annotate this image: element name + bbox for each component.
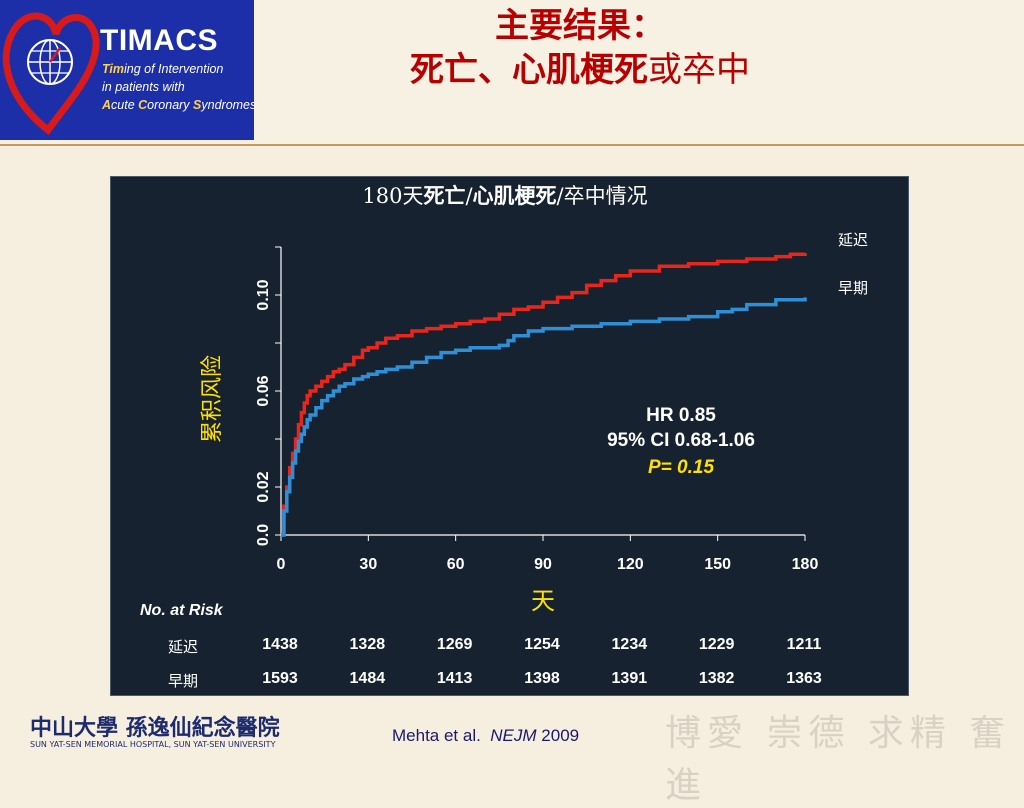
title-divider	[0, 144, 1024, 146]
x-tick-label: 90	[534, 556, 552, 573]
x-tick-label: 150	[704, 556, 731, 573]
no-at-risk-label: No. at Risk	[140, 602, 223, 619]
stat-hr: HR 0.85	[646, 405, 716, 426]
x-tick-label: 60	[447, 556, 465, 573]
y-tick-label: 0.0	[255, 524, 272, 546]
y-axis-label: 累积风险	[200, 355, 225, 443]
x-axis-label: 天	[531, 587, 555, 615]
x-tick-label: 180	[792, 556, 819, 573]
risk-row-label: 延迟	[168, 638, 199, 656]
risk-value: 1328	[349, 636, 386, 653]
hospital-logo-subtitle: SUN YAT-SEN MEMORIAL HOSPITAL, SUN YAT-S…	[30, 740, 276, 749]
chart-panel: 180天死亡/心肌梗死/卒中情况 0.0 0.02 0.06 0.10 0 30 60 90 1…	[110, 176, 909, 696]
axes: 0.0 0.02 0.06 0.10 0 30 60 90 120 150 180	[255, 246, 819, 573]
risk-value: 1382	[698, 670, 735, 687]
risk-row-label: 早期	[168, 672, 199, 690]
legend-label: 延迟	[838, 231, 868, 249]
logo-line: Timing of Intervention	[102, 62, 224, 76]
risk-value: 1413	[436, 670, 473, 687]
risk-value: 1593	[262, 670, 298, 687]
x-tick-label: 0	[277, 556, 286, 573]
logo-line: Acute Coronary Syndromes	[102, 98, 254, 112]
series-line-early	[281, 297, 807, 537]
legend-label: 早期	[838, 279, 868, 297]
slide-title-line1: 主要结果：	[495, 6, 665, 46]
series-group	[281, 252, 807, 537]
risk-value: 1234	[611, 636, 648, 653]
heart-globe-icon	[2, 12, 100, 135]
risk-value: 1484	[349, 670, 386, 687]
hospital-motto: 博愛 崇德 求精 奮進	[665, 713, 1012, 806]
y-tick-label: 0.02	[255, 471, 272, 502]
slide-title: 主要结果： 死亡、心肌梗死或卒中	[260, 4, 900, 92]
logo-line: in patients with	[102, 80, 185, 94]
timacs-logo: TIMACS Timing of Intervention in patient…	[0, 0, 254, 140]
stat-ci: 95% CI 0.68-1.06	[607, 430, 755, 451]
hospital-logo: 中山大學 孫逸仙紀念醫院	[30, 715, 280, 741]
risk-value: 1363	[786, 670, 822, 687]
chart-title: 180天死亡/心肌梗死/卒中情况	[362, 184, 647, 208]
x-tick-label: 30	[359, 556, 377, 573]
risk-value: 1391	[611, 670, 648, 687]
risk-value: 1438	[262, 636, 298, 653]
stat-p: P= 0.15	[648, 457, 714, 478]
risk-value: 1229	[698, 636, 735, 653]
y-tick-label: 0.10	[255, 279, 272, 310]
y-tick-label: 0.06	[255, 375, 272, 406]
risk-value: 1254	[524, 636, 560, 653]
risk-value: 1269	[436, 636, 473, 653]
series-line-delayed	[281, 252, 807, 537]
logo-title: TIMACS	[100, 24, 218, 57]
risk-value: 1211	[786, 636, 822, 653]
slide-title-line2: 死亡、心肌梗死或卒中	[410, 50, 750, 90]
x-tick-label: 120	[617, 556, 644, 573]
citation: Mehta et al. NEJM 2009	[392, 726, 580, 745]
risk-value: 1398	[524, 670, 560, 687]
km-chart: 180天死亡/心肌梗死/卒中情况 0.0 0.02 0.06 0.10 0 30 60 90 1…	[200, 184, 868, 615]
